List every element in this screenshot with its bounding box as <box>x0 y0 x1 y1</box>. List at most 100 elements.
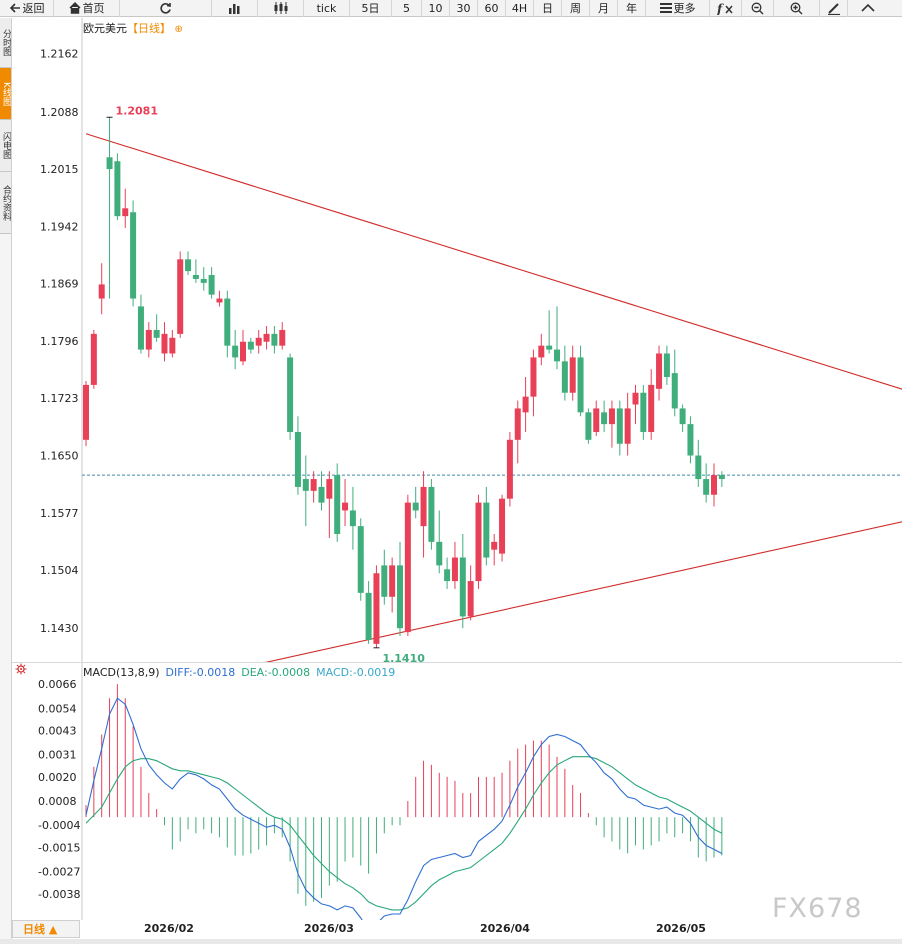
more-button[interactable]: 更多 <box>646 0 710 17</box>
settings-gear-icon[interactable] <box>15 663 27 675</box>
candle-body <box>114 161 121 217</box>
macd-chart[interactable]: 0.0066 0.0054 0.0043 0.0031 0.0020 0.0008 -0.0… <box>12 662 902 920</box>
candle-body <box>83 384 89 440</box>
period-60min[interactable]: 60 <box>478 0 506 17</box>
period-selector-button[interactable]: 日线 ▲ <box>12 920 80 938</box>
candle-body <box>467 581 474 617</box>
tab-timeshare[interactable]: 分时图 <box>0 18 11 68</box>
zoom-out-button[interactable] <box>742 0 774 17</box>
macd-y-tick-label: -0.0015 <box>38 841 80 854</box>
tab-kline[interactable]: K线图 <box>0 68 11 120</box>
price-chart[interactable]: 1.2162 1.2088 1.2015 1.1942 1.1869 1.1796 1.17… <box>12 18 902 662</box>
tab-contract-info[interactable]: 合约资料 <box>0 172 11 234</box>
timeframe-label: 【日线】 <box>127 22 171 35</box>
candle-body <box>420 486 427 527</box>
candle-body <box>247 341 254 350</box>
candle-body <box>506 439 513 499</box>
candle-body <box>365 592 372 640</box>
trendline-lower <box>264 521 902 662</box>
y-tick-label: 1.1504 <box>40 564 79 577</box>
y-tick-label: 1.1577 <box>40 507 79 520</box>
candle-body <box>663 353 670 378</box>
back-button[interactable]: 返回 <box>0 0 54 17</box>
y-tick-label: 1.1723 <box>40 392 79 405</box>
collapse-button[interactable] <box>848 0 888 17</box>
macd-y-tick-label: -0.0038 <box>38 888 80 901</box>
dea-value: DEA:-0.0008 <box>241 666 311 679</box>
candle-body <box>428 486 435 542</box>
candle-body <box>593 408 600 432</box>
x-label: 2026/03 <box>304 922 354 935</box>
home-label: 首页 <box>82 2 105 15</box>
candle-body <box>459 557 466 617</box>
candle-body <box>601 412 608 425</box>
macd-y-tick-label: 0.0054 <box>38 702 77 715</box>
candle-body <box>632 392 639 405</box>
candle-body <box>451 557 458 582</box>
period-year[interactable]: 年 <box>618 0 646 17</box>
add-circle-icon[interactable]: ⊕ <box>174 24 183 35</box>
chevron-up-icon <box>861 3 875 12</box>
candle-chart-button[interactable] <box>258 0 304 17</box>
candle-body <box>444 569 451 582</box>
tab-lightning[interactable]: 闪电图 <box>0 120 11 172</box>
candle-body <box>538 345 545 358</box>
candle-body <box>389 565 396 597</box>
candle-body <box>192 275 199 279</box>
low-label: 1.1410 <box>382 652 425 662</box>
x-label: 2026/05 <box>656 922 706 935</box>
candle-body <box>161 333 168 354</box>
indicator-button[interactable]: f <box>710 0 742 17</box>
candle-body <box>326 479 333 499</box>
dea-line <box>85 756 723 911</box>
period-5min[interactable]: 5 <box>392 0 422 17</box>
zoom-in-button[interactable] <box>774 0 820 17</box>
candle-body <box>318 486 325 503</box>
candle-body <box>711 475 717 495</box>
line-chart-button[interactable] <box>212 0 258 17</box>
candle-body <box>483 502 490 558</box>
side-tab-bar: 分时图 K线图 闪电图 合约资料 <box>0 18 12 944</box>
candle-body <box>255 337 262 346</box>
draw-line-button[interactable] <box>820 0 848 17</box>
y-tick-label: 1.1942 <box>40 220 79 233</box>
trendline-upper <box>85 133 902 390</box>
period-week[interactable]: 周 <box>562 0 590 17</box>
y-tick-label: 1.2162 <box>40 48 79 61</box>
candle-body <box>240 341 246 362</box>
candle-body <box>718 475 725 480</box>
svg-text:f: f <box>717 2 724 15</box>
candle-body <box>98 284 105 299</box>
period-10min[interactable]: 10 <box>422 0 450 17</box>
candle-body <box>404 502 411 633</box>
refresh-button[interactable] <box>120 0 212 17</box>
function-fx-icon: f <box>717 2 733 15</box>
period-30min[interactable]: 30 <box>450 0 478 17</box>
high-label: 1.2081 <box>116 104 158 117</box>
candle-body <box>546 345 553 350</box>
candle-body <box>357 526 364 593</box>
period-day[interactable]: 日 <box>534 0 562 17</box>
home-icon <box>69 2 80 14</box>
period-4h[interactable]: 4H <box>506 0 534 17</box>
candle-body <box>569 357 576 393</box>
home-button[interactable]: 首页 <box>54 0 120 17</box>
candle-body <box>624 408 631 444</box>
candle-body <box>310 479 317 491</box>
refresh-icon <box>160 2 171 14</box>
candle-body <box>145 329 152 350</box>
period-tick[interactable]: tick <box>304 0 350 17</box>
candlestick-icon <box>274 2 287 14</box>
candle-body <box>153 329 160 338</box>
macd-value: MACD:-0.0019 <box>316 666 396 679</box>
candle-body <box>522 396 529 413</box>
candle-body <box>342 502 349 511</box>
candle-body <box>554 349 560 362</box>
candle-body <box>271 333 278 346</box>
candle-body <box>122 208 129 217</box>
candle-body <box>177 259 184 334</box>
period-5day[interactable]: 5日 <box>350 0 392 17</box>
candle-body <box>106 157 113 170</box>
period-month[interactable]: 月 <box>590 0 618 17</box>
